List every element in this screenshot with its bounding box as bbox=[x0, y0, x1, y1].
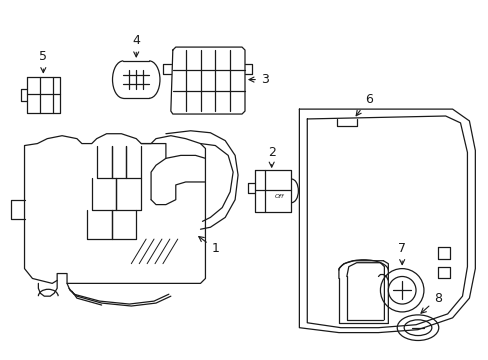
Text: 8: 8 bbox=[420, 292, 441, 313]
Text: 2: 2 bbox=[267, 146, 275, 167]
Text: 3: 3 bbox=[248, 73, 268, 86]
Text: 1: 1 bbox=[199, 237, 219, 255]
Text: 7: 7 bbox=[397, 242, 406, 265]
Text: 6: 6 bbox=[355, 93, 372, 116]
Text: 4: 4 bbox=[132, 34, 140, 57]
Text: Off: Off bbox=[274, 194, 284, 199]
Text: 5: 5 bbox=[39, 50, 47, 73]
